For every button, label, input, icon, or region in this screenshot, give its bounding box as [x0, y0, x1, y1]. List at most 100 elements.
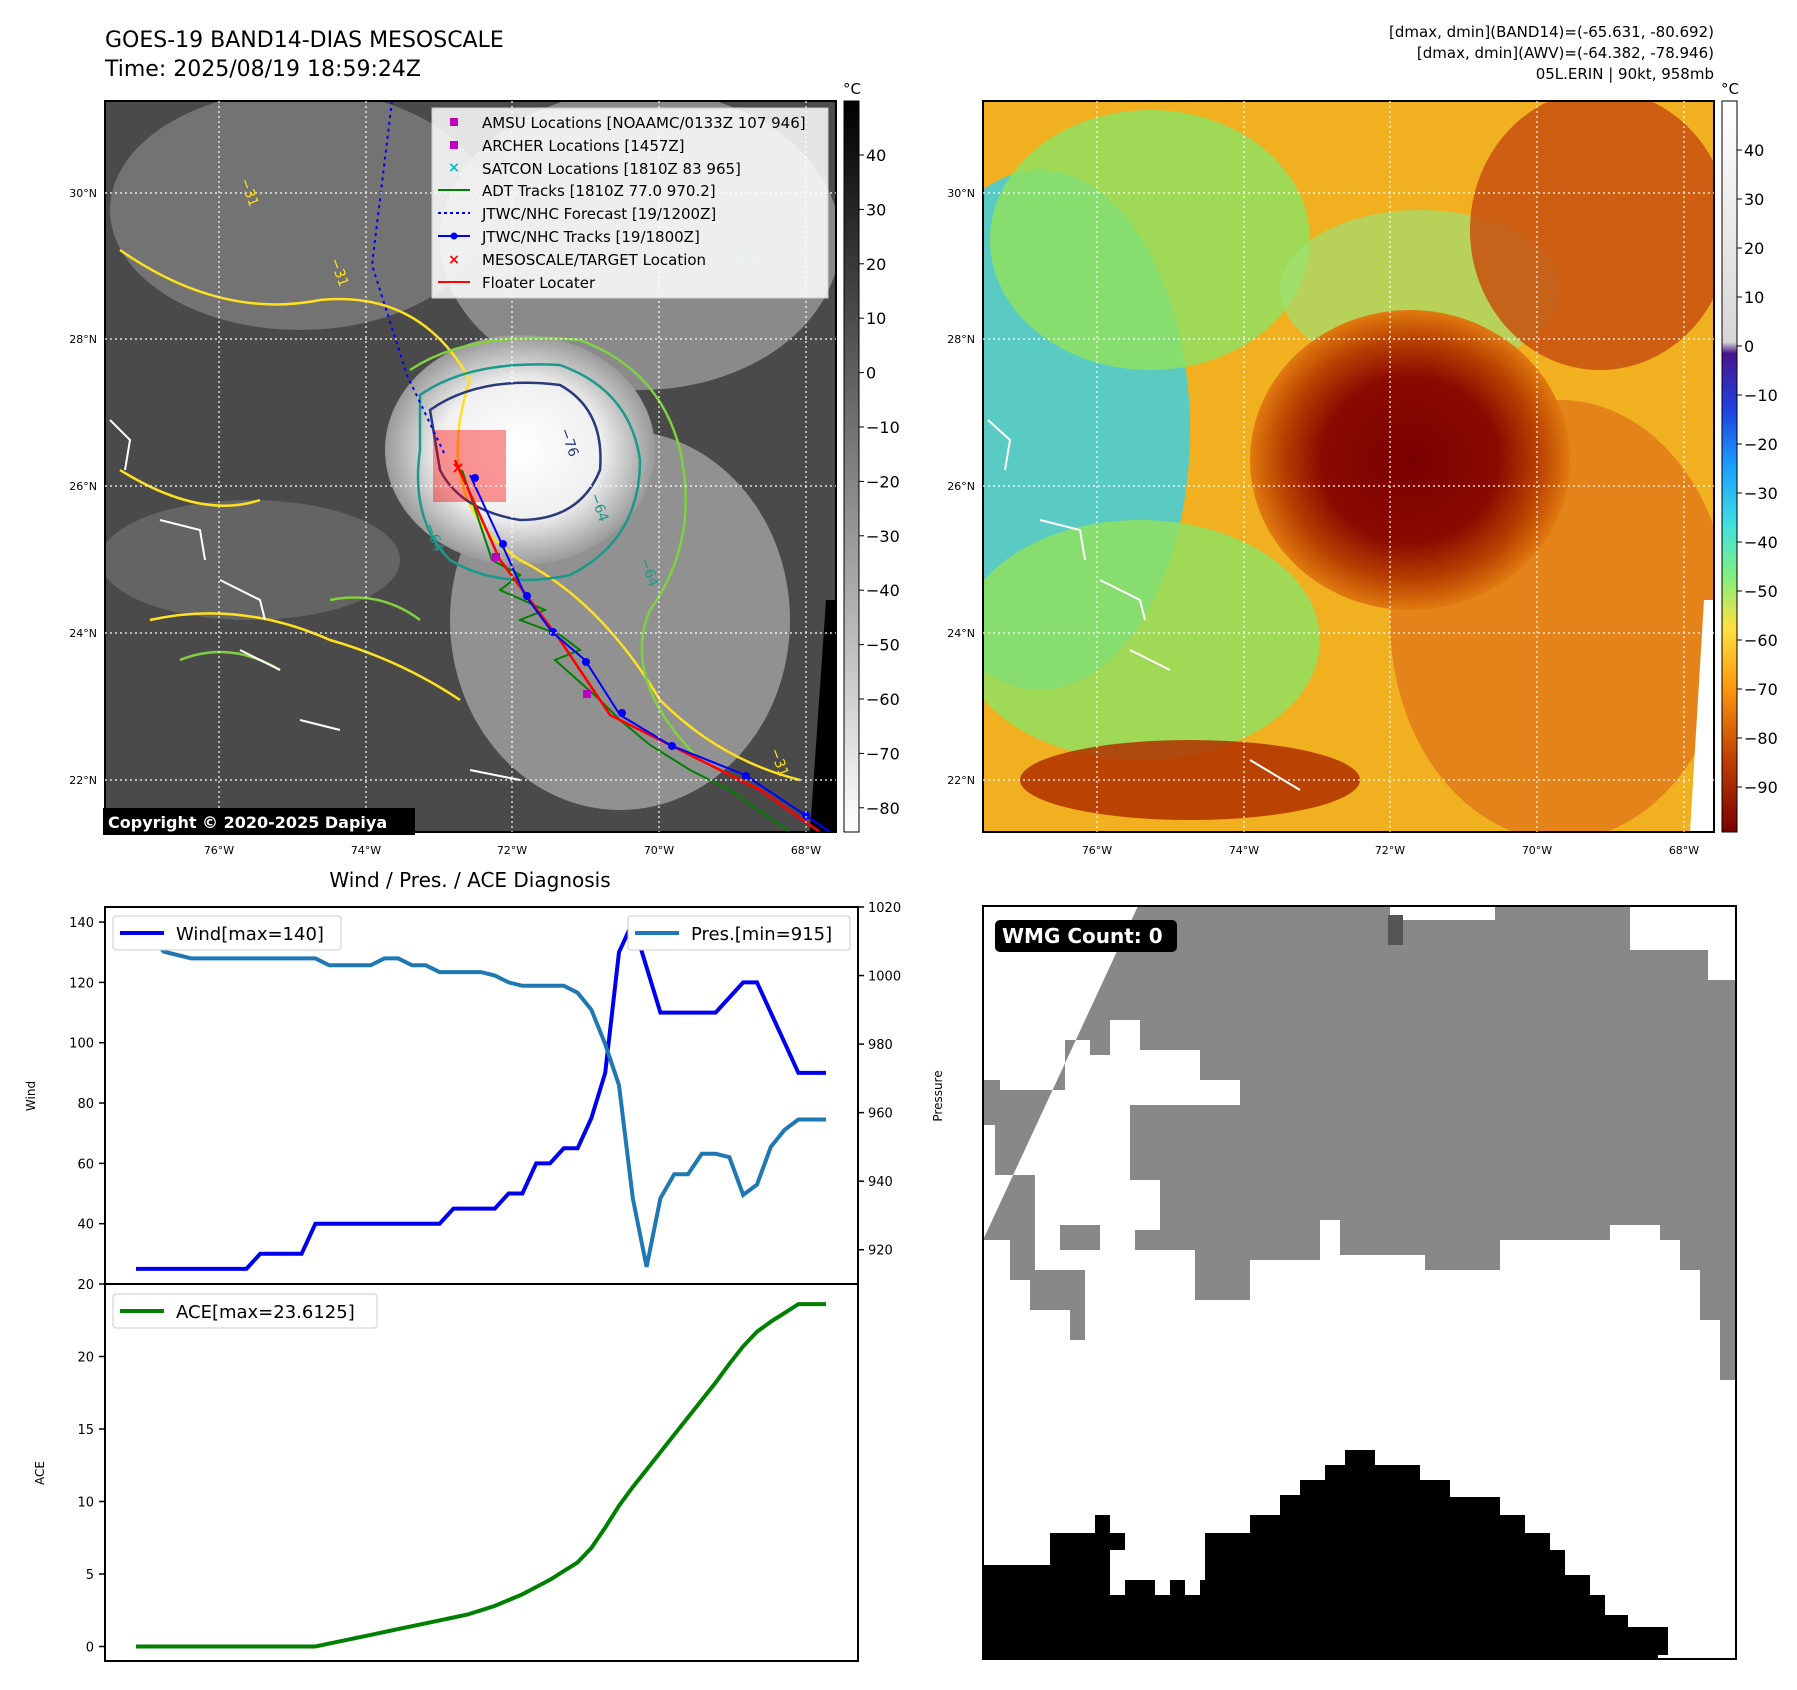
legend-satcon-marker: × — [448, 160, 460, 176]
ace-tick-label: 10 — [77, 1496, 94, 1511]
ace-axis-ticks: 0 5 10 15 20 — [77, 1351, 105, 1656]
ace-legend: ACE[max=23.6125] — [112, 1293, 378, 1329]
awv-storm-core — [1250, 310, 1570, 610]
ir-legend-box — [431, 107, 829, 299]
wind-tick-label: 140 — [69, 916, 94, 931]
pressure-tick-label: 1020 — [868, 901, 901, 916]
figure-title-line2: Time: 2025/08/19 18:59:24Z — [105, 57, 421, 82]
legend-label-forecast: JTWC/NHC Forecast [19/1200Z] — [481, 205, 716, 223]
ir-lat-label: 24°N — [69, 627, 97, 640]
pressure-series-line — [136, 932, 826, 1268]
awv-cb-label: −10 — [1744, 386, 1778, 405]
ir-map-frame — [104, 100, 837, 833]
legend-target-marker: × — [448, 252, 460, 268]
ir-coastline — [109, 419, 521, 781]
wind-legend-box — [112, 915, 342, 951]
ir-cb-label: −10 — [866, 418, 900, 437]
ace-legend-box — [112, 1293, 378, 1329]
wmg-panel: WMG Count: 0 — [982, 905, 1737, 1660]
awv-lon-label: 72°W — [1375, 844, 1405, 857]
upper-axes-frame — [104, 906, 859, 1285]
awv-cb-label: 30 — [1744, 190, 1764, 209]
legend-label-archer: ARCHER Locations [1457Z] — [482, 137, 685, 155]
legend-label-satcon: SATCON Locations [1810Z 83 965] — [482, 160, 741, 178]
awv-cb-label: 40 — [1744, 141, 1764, 160]
awv-cb-label: −90 — [1744, 778, 1778, 797]
pressure-tick-label: 940 — [868, 1175, 893, 1190]
awv-cb-label: −30 — [1744, 484, 1778, 503]
ir-nodata-wedge — [810, 600, 836, 832]
wind-axis-label: Wind — [24, 1081, 38, 1111]
awv-lat-label: 26°N — [947, 480, 975, 493]
awv-gridlines — [983, 101, 1714, 832]
awv-lat-label: 30°N — [947, 187, 975, 200]
stats-line2: [dmax, dmin](AWV)=(-64.382, -78.946) — [1416, 44, 1714, 62]
awv-lat-label: 24°N — [947, 627, 975, 640]
awv-cb-label: −40 — [1744, 533, 1778, 552]
pressure-tick-label: 980 — [868, 1038, 893, 1053]
ir-cloud-band-1 — [110, 101, 490, 330]
ir-lon-label: 68°W — [791, 844, 821, 857]
ir-cb-label: 10 — [866, 309, 886, 328]
legend-label-floater: Floater Locater — [482, 274, 596, 292]
lower-axes-frame — [104, 1283, 859, 1662]
ir-cb-label: 30 — [866, 200, 886, 219]
awv-green-band-1 — [990, 110, 1310, 370]
ir-lat-label: 28°N — [69, 333, 97, 346]
legend-label-adt: ADT Tracks [1810Z 77.0 970.2] — [482, 182, 716, 200]
ir-cb-label: −20 — [866, 472, 900, 491]
ace-axis-label: ACE — [33, 1461, 47, 1485]
ir-lat-label: 22°N — [69, 774, 97, 787]
ace-tick-label: 20 — [77, 1351, 94, 1366]
awv-cb-label: 10 — [1744, 288, 1764, 307]
ir-cb-label: −70 — [866, 744, 900, 763]
awv-lon-label: 74°W — [1229, 844, 1259, 857]
adt-track — [461, 469, 791, 832]
legend-label-jtwc: JTWC/NHC Tracks [19/1800Z] — [481, 228, 700, 246]
ir-contour-navy — [428, 381, 602, 522]
legend-label-target: MESOSCALE/TARGET Location — [482, 251, 706, 269]
ir-cb-label: 40 — [866, 146, 886, 165]
ir-map-panel: × −76−64−64−31−31−31−64−64 30°N28°N26°N2… — [69, 80, 900, 857]
pressure-legend-label: Pres.[min=915] — [691, 924, 832, 945]
wind-legend-label: Wind[max=140] — [176, 924, 324, 945]
pressure-legend: Pres.[min=915] — [627, 915, 851, 951]
copyright-text: Copyright © 2020-2025 Dapiya — [108, 813, 387, 832]
awv-lat-label: 28°N — [947, 333, 975, 346]
ir-cb-label: 20 — [866, 255, 886, 274]
awv-colorbar-ticks: 40 30 20 10 0 −10 −20 −30 −40 −50 −60 −70 −80 −90 — [1737, 141, 1778, 797]
ir-storm-core — [385, 335, 655, 565]
wind-axis-ticks: 20 40 60 80 100 120 140 — [69, 916, 105, 1293]
ir-lon-label: 74°W — [351, 844, 381, 857]
awv-map-panel: 30°N 28°N 26°N 24°N 22°N 76°W 74°W 72°W 70°W 68°… — [947, 80, 1778, 857]
copyright-badge — [103, 808, 415, 835]
awv-cb-label: −50 — [1744, 582, 1778, 601]
awv-lon-labels: 76°W 74°W 72°W 70°W 68°W — [1082, 844, 1699, 857]
wmg-black-region — [983, 1450, 1668, 1659]
wmg-count-badge — [995, 920, 1177, 952]
stats-line1: [dmax, dmin](BAND14)=(-65.631, -80.692) — [1389, 23, 1714, 41]
awv-lat-labels: 30°N 28°N 26°N 24°N 22°N — [947, 187, 975, 787]
diagnosis-title: Wind / Pres. / ACE Diagnosis — [329, 868, 610, 892]
wind-tick-label: 100 — [69, 1037, 94, 1052]
pressure-tick-label: 960 — [868, 1107, 893, 1122]
wind-tick-label: 20 — [77, 1278, 94, 1293]
ir-cb-label: −60 — [866, 690, 900, 709]
awv-lon-label: 68°W — [1669, 844, 1699, 857]
stats-line3: 05L.ERIN | 90kt, 958mb — [1535, 65, 1714, 83]
ir-lat-label: 30°N — [69, 187, 97, 200]
wmg-white-notch — [1658, 1655, 1678, 1659]
ir-lon-label: 70°W — [644, 844, 674, 857]
jtwc-track-points — [471, 474, 810, 819]
amsu-markers — [492, 553, 591, 698]
wmg-dark-cell — [1388, 915, 1403, 945]
wind-tick-label: 120 — [69, 976, 94, 991]
legend-archer-marker — [450, 141, 458, 149]
ir-lat-labels: 30°N 28°N 26°N 24°N 22°N — [69, 187, 97, 787]
ir-cb-label: −30 — [866, 527, 900, 546]
wind-tick-label: 60 — [77, 1157, 94, 1172]
ir-colorbar-ticks: 40 30 20 10 0 −10 −20 −30 −40 −50 −60 −70 −80 — [859, 146, 900, 818]
awv-cb-label: −70 — [1744, 680, 1778, 699]
ace-series-line — [136, 1302, 826, 1649]
awv-cb-label: −80 — [1744, 729, 1778, 748]
